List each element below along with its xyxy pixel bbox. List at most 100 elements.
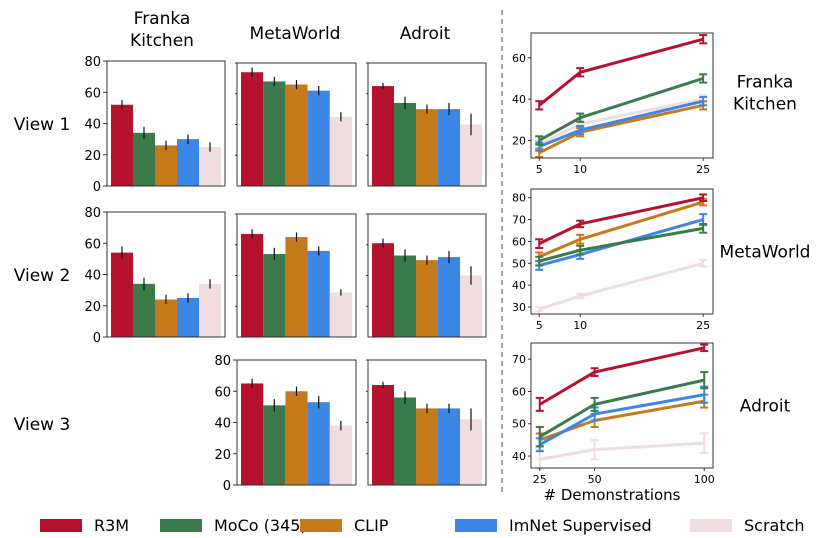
y-tick-label: 40 xyxy=(84,269,101,284)
bar xyxy=(199,146,221,186)
bar-panel: 0 20 40 60 80 xyxy=(84,55,226,195)
bar xyxy=(263,253,286,337)
bar xyxy=(394,397,416,485)
row-label: View 2 xyxy=(14,266,71,286)
y-tick-label: 0 xyxy=(223,479,231,494)
bar xyxy=(329,425,352,485)
line-panel-title: Franka xyxy=(737,73,794,93)
bar xyxy=(177,139,199,186)
bar xyxy=(133,283,155,337)
x-tick-label: 10 xyxy=(573,319,587,332)
legend-swatch xyxy=(455,519,497,532)
bar xyxy=(155,299,177,337)
bar xyxy=(372,385,394,485)
x-tick-label: 25 xyxy=(696,319,710,332)
line-panel-title: Adroit xyxy=(740,397,791,417)
y-tick-label: 40 xyxy=(512,93,526,106)
y-tick-label: 70 xyxy=(512,353,526,366)
series-line xyxy=(538,200,704,259)
panel-frame xyxy=(530,32,714,159)
bar xyxy=(111,252,133,337)
bar xyxy=(285,391,308,485)
y-tick-label: 50 xyxy=(512,257,526,270)
bar xyxy=(111,104,133,186)
bar xyxy=(241,233,264,337)
panel-frame xyxy=(530,342,714,469)
bar xyxy=(329,292,352,337)
bar-panel: 0 20 40 60 80 xyxy=(84,206,226,346)
series-line xyxy=(538,196,704,245)
y-tick-label: 80 xyxy=(512,192,526,205)
bar-panel xyxy=(366,213,487,338)
bar xyxy=(460,124,482,186)
y-tick-label: 80 xyxy=(84,206,101,221)
x-tick-label: 25 xyxy=(696,163,710,176)
line-panel: 40 50 60 70 25 50 100 Adroit xyxy=(512,342,791,486)
bar xyxy=(155,145,177,186)
bar xyxy=(285,84,308,186)
x-tick-label: 5 xyxy=(536,319,543,332)
y-tick-label: 40 xyxy=(512,450,526,463)
line-panel-title: Kitchen xyxy=(733,95,797,115)
y-tick-label: 20 xyxy=(512,134,526,147)
legend-swatch xyxy=(40,519,82,532)
bar xyxy=(416,260,438,337)
y-tick-label: 60 xyxy=(84,86,101,101)
bar-panel: 0 20 40 60 80 xyxy=(214,354,357,494)
column-title: Kitchen xyxy=(130,31,194,51)
legend-label: CLIP xyxy=(354,516,389,535)
bar xyxy=(307,250,330,337)
y-tick-label: 0 xyxy=(93,331,101,346)
bar xyxy=(263,405,286,485)
series-line xyxy=(539,441,705,461)
series-line xyxy=(539,393,705,447)
line-panel: 30 40 50 60 70 80 5 10 25 MetaWorld xyxy=(512,188,810,332)
legend-swatch xyxy=(300,519,342,532)
y-tick-label: 20 xyxy=(84,149,101,164)
y-tick-label: 40 xyxy=(214,417,231,432)
y-tick-label: 20 xyxy=(214,448,231,463)
bar-panel xyxy=(366,359,487,486)
bar xyxy=(241,72,264,186)
bar xyxy=(133,132,155,186)
x-tick-label: 10 xyxy=(573,163,587,176)
column-title: MetaWorld xyxy=(250,24,341,44)
bar xyxy=(416,408,438,485)
series-line xyxy=(539,346,705,406)
bar xyxy=(177,297,199,337)
y-tick-label: 60 xyxy=(512,385,526,398)
legend-label: R3M xyxy=(94,516,129,535)
legend: R3M MoCo (345) CLIP ImNet Supervised Scratch xyxy=(40,516,805,535)
legend-label: Scratch xyxy=(744,516,805,535)
legend-swatch xyxy=(160,519,202,532)
y-tick-label: 40 xyxy=(512,279,526,292)
row-label: View 1 xyxy=(14,115,71,135)
y-tick-label: 20 xyxy=(84,300,101,315)
bar xyxy=(460,419,482,485)
legend-label: ImNet Supervised xyxy=(509,516,652,535)
bar xyxy=(372,86,394,186)
panel-frame xyxy=(530,188,714,315)
y-tick-label: 0 xyxy=(93,180,101,195)
bar xyxy=(307,402,330,485)
series-line xyxy=(538,261,704,311)
legend-label: MoCo (345) xyxy=(214,516,307,535)
bar xyxy=(438,257,460,337)
y-tick-label: 60 xyxy=(512,235,526,248)
x-tick-label: 25 xyxy=(533,473,547,486)
bar xyxy=(263,81,286,186)
y-tick-label: 70 xyxy=(512,214,526,227)
y-tick-label: 80 xyxy=(84,55,101,70)
legend-swatch xyxy=(690,519,732,532)
bar xyxy=(329,116,352,186)
bar xyxy=(372,243,394,337)
bar-panel xyxy=(366,62,487,187)
y-tick-label: 50 xyxy=(512,418,526,431)
y-tick-label: 80 xyxy=(214,354,231,369)
bar xyxy=(307,90,330,186)
bar xyxy=(438,109,460,186)
bar xyxy=(460,275,482,337)
y-tick-label: 60 xyxy=(512,52,526,65)
